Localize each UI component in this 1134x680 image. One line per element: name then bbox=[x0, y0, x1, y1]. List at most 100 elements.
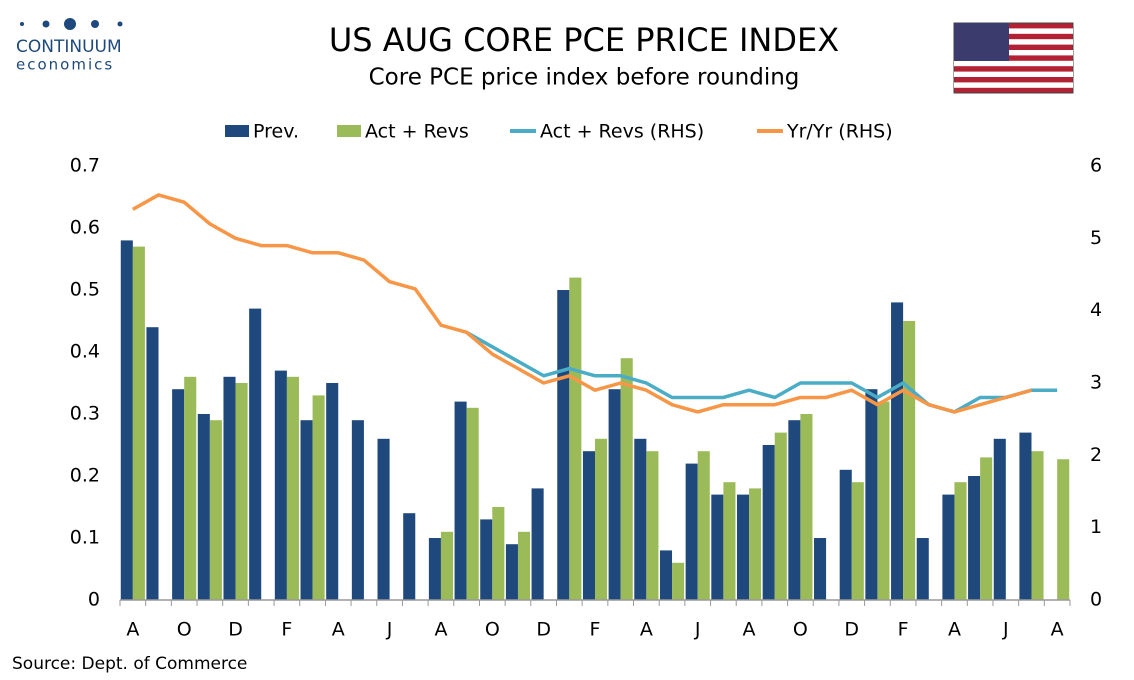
bar bbox=[505, 544, 518, 600]
bar bbox=[440, 531, 454, 600]
logo-dot bbox=[42, 20, 50, 28]
logo: CONTINUUM economics bbox=[16, 18, 123, 74]
flag-stripe bbox=[954, 50, 1073, 56]
x-tick-label: J bbox=[386, 619, 393, 641]
bar bbox=[672, 562, 685, 600]
flag-stripe bbox=[954, 82, 1073, 88]
logo-dot bbox=[64, 18, 76, 30]
bar bbox=[736, 494, 750, 600]
x-tick-label: J bbox=[1002, 619, 1009, 641]
x-tick-label: J bbox=[694, 619, 701, 641]
bar bbox=[531, 488, 544, 600]
brand-name: CONTINUUM bbox=[16, 37, 122, 57]
x-tick-label: O bbox=[793, 619, 808, 641]
bar bbox=[762, 445, 775, 600]
x-tick-label: A bbox=[332, 619, 345, 641]
x-tick-label: A bbox=[640, 619, 653, 641]
x-tick-label: D bbox=[228, 619, 243, 641]
bar bbox=[711, 494, 724, 600]
x-tick-label: A bbox=[743, 619, 756, 641]
logo-dot bbox=[117, 21, 123, 27]
y-tick-label: 0.5 bbox=[70, 279, 100, 301]
y-tick-label: 0.6 bbox=[70, 217, 100, 239]
y2-tick-label: 4 bbox=[1090, 299, 1102, 321]
bar bbox=[608, 389, 621, 600]
line bbox=[131, 193, 1032, 414]
flag-stripe bbox=[954, 71, 1073, 77]
y-tick-label: 0.4 bbox=[70, 341, 100, 363]
bar bbox=[980, 457, 993, 600]
bar bbox=[172, 389, 185, 600]
bar bbox=[620, 358, 633, 600]
bar bbox=[557, 290, 570, 600]
bar bbox=[197, 414, 210, 600]
source: Source: Dept. of Commerce bbox=[12, 654, 247, 674]
bar bbox=[903, 321, 916, 600]
bar bbox=[403, 513, 416, 600]
bar bbox=[454, 401, 467, 600]
x-tick-label: A bbox=[434, 619, 447, 641]
y2-tick-label: 1 bbox=[1090, 516, 1102, 538]
y-tick-label: 0.1 bbox=[70, 527, 100, 549]
legend-label: Act + Revs bbox=[365, 121, 469, 143]
bar bbox=[595, 438, 608, 600]
flag-stripe bbox=[954, 28, 1073, 34]
bar bbox=[286, 376, 299, 600]
x-tick-label: O bbox=[177, 619, 192, 641]
x-tick-label: D bbox=[536, 619, 551, 641]
bar bbox=[582, 451, 595, 600]
bar bbox=[249, 308, 262, 600]
bar bbox=[749, 488, 762, 600]
bar bbox=[788, 420, 801, 600]
bar bbox=[517, 531, 531, 600]
chart-title: US AUG CORE PCE PRICE INDEX bbox=[329, 21, 839, 59]
x-tick-label: F bbox=[590, 619, 601, 641]
y2-tick-label: 2 bbox=[1090, 444, 1102, 466]
bar bbox=[223, 376, 236, 600]
flag-canton bbox=[954, 23, 1009, 61]
bar bbox=[993, 438, 1006, 600]
bar bbox=[865, 389, 878, 600]
legend-swatch bbox=[225, 125, 249, 137]
bar bbox=[312, 395, 325, 600]
logo-dot bbox=[91, 20, 99, 28]
bar bbox=[492, 507, 505, 600]
x-tick-label: O bbox=[485, 619, 500, 641]
bar bbox=[351, 420, 364, 600]
legend-swatch bbox=[337, 125, 361, 137]
flag-stripe bbox=[954, 39, 1073, 45]
legend-label: Act + Revs (RHS) bbox=[540, 121, 704, 143]
y2-tick-label: 0 bbox=[1090, 589, 1102, 611]
y-tick-label: 0 bbox=[88, 589, 100, 611]
bar bbox=[377, 438, 390, 600]
y2-tick-label: 5 bbox=[1090, 227, 1102, 249]
bar bbox=[235, 383, 248, 600]
bar bbox=[480, 519, 493, 600]
bar bbox=[326, 383, 339, 600]
bar bbox=[800, 414, 813, 600]
bar bbox=[300, 420, 313, 600]
bar bbox=[1019, 432, 1032, 600]
bar bbox=[839, 469, 852, 600]
bar bbox=[916, 538, 929, 600]
bar bbox=[954, 482, 967, 600]
bar bbox=[428, 538, 441, 600]
bar bbox=[209, 420, 222, 600]
logo-dot bbox=[20, 22, 24, 26]
bar bbox=[659, 550, 673, 600]
x-tick-label: F bbox=[898, 619, 909, 641]
bar bbox=[723, 482, 736, 600]
x-tick-label: D bbox=[844, 619, 859, 641]
bar bbox=[120, 240, 133, 600]
legend-label: Yr/Yr (RHS) bbox=[786, 121, 893, 143]
x-tick-label: A bbox=[126, 619, 139, 641]
x-tick-label: A bbox=[948, 619, 961, 641]
bar bbox=[146, 327, 159, 600]
legend-label: Prev. bbox=[253, 121, 299, 143]
y2-tick-label: 6 bbox=[1090, 155, 1102, 177]
bar bbox=[877, 401, 890, 600]
bar bbox=[1057, 459, 1070, 600]
bar bbox=[184, 376, 197, 600]
bar bbox=[774, 432, 787, 600]
